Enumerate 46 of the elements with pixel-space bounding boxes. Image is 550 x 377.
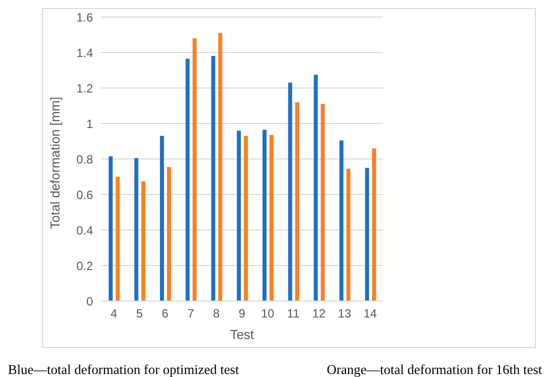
x-tick-label: 10	[260, 306, 275, 321]
y-tick-label: 1.2	[76, 81, 94, 96]
x-tick-label: 7	[187, 306, 194, 321]
bar	[295, 102, 300, 301]
bar	[244, 136, 248, 301]
y-tick-label: 0.2	[76, 258, 94, 273]
bar	[218, 32, 222, 301]
text: Orange—total deformation for 16th test	[326, 362, 542, 377]
bar	[160, 136, 164, 301]
bar	[372, 148, 376, 301]
x-tick-label: 6	[162, 306, 169, 321]
x-tick-label: 4	[110, 306, 118, 321]
y-axis-title: Total deformation [mm]	[48, 96, 63, 229]
x-axis-title: Test	[230, 327, 254, 342]
y-tick-label: 0.6	[76, 188, 94, 202]
bar	[339, 140, 344, 301]
bar	[270, 135, 274, 301]
bar	[192, 38, 197, 301]
bar	[262, 130, 267, 301]
x-tick-label: 13	[338, 306, 352, 321]
x-tick-label: 14	[364, 306, 378, 321]
bar	[116, 176, 120, 301]
bar	[288, 82, 292, 301]
x-tick-label: 11	[287, 306, 300, 321]
bar	[314, 74, 318, 301]
y-tick-label: 1.4	[76, 46, 94, 60]
bar	[141, 181, 146, 301]
text: Blue—total deformation for optimized test	[8, 362, 239, 377]
bar	[365, 168, 370, 301]
bar	[166, 166, 171, 301]
x-tick-label: 8	[213, 306, 220, 321]
x-tick-label: 9	[238, 306, 246, 321]
bar	[186, 58, 190, 301]
x-tick-label: 5	[136, 306, 144, 321]
bar	[134, 158, 138, 301]
y-tick-label: 0.8	[76, 152, 94, 166]
x-tick-label: 12	[312, 306, 326, 321]
bar	[108, 156, 113, 301]
y-tick-label: 1	[86, 116, 94, 131]
y-tick-label: 0	[86, 294, 94, 308]
bar	[346, 168, 350, 301]
bar	[236, 130, 241, 301]
y-tick-label: 0.4	[76, 223, 94, 238]
bar	[211, 56, 216, 301]
y-tick-label: 1.6	[76, 10, 94, 24]
bar	[320, 104, 325, 301]
